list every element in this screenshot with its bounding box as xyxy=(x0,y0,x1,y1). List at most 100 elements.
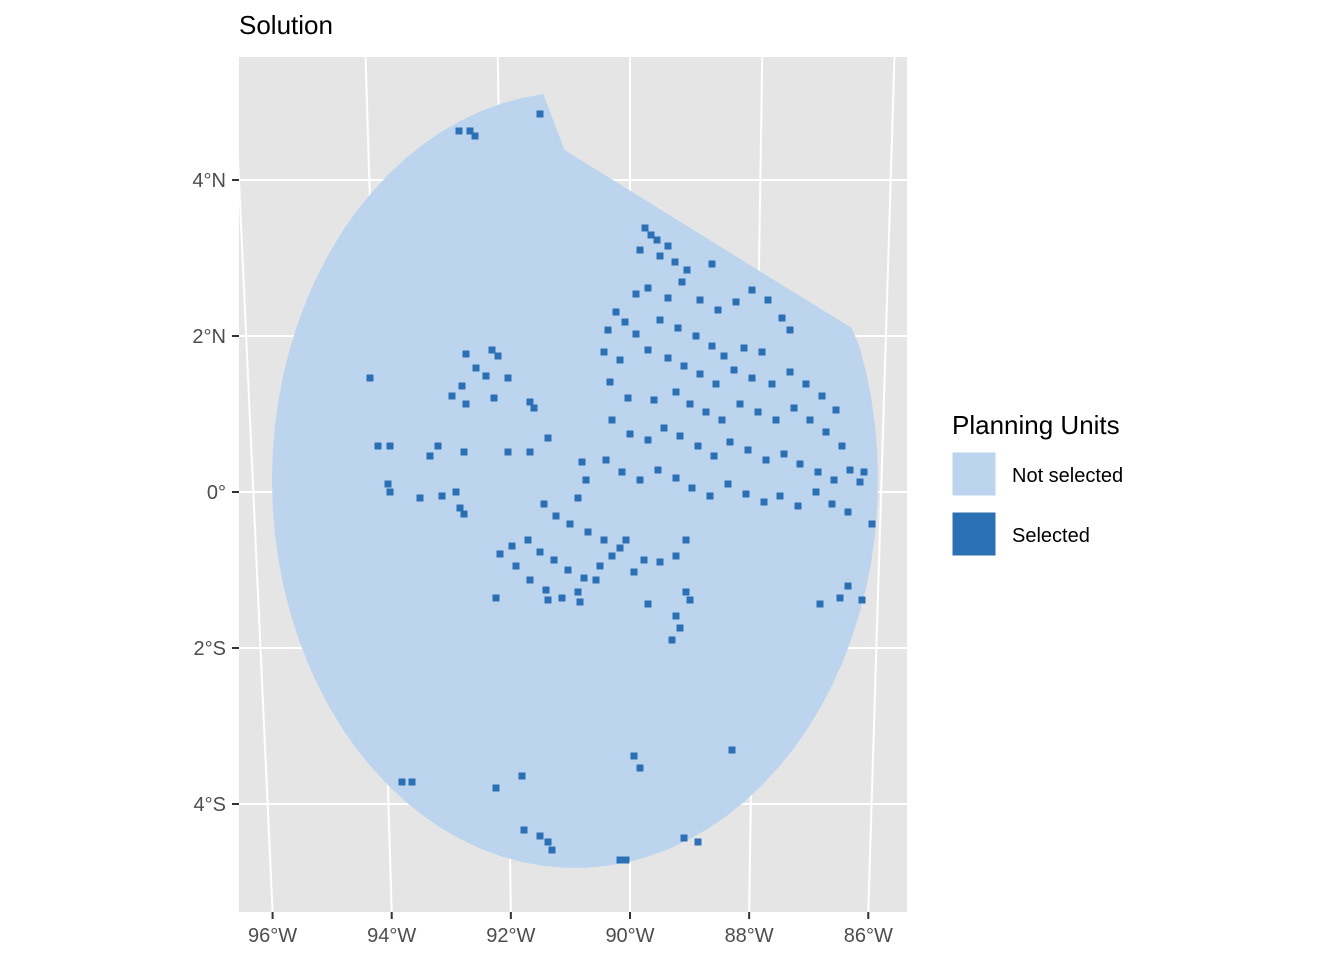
selected-unit xyxy=(462,350,470,358)
selected-unit xyxy=(764,296,772,304)
selected-unit xyxy=(462,400,470,408)
selected-unit xyxy=(860,468,868,476)
graticule-lon-line xyxy=(867,56,896,913)
selected-unit xyxy=(664,354,672,362)
selected-unit xyxy=(494,352,502,360)
selected-unit xyxy=(656,316,664,324)
selected-unit xyxy=(426,452,434,460)
selected-unit xyxy=(772,416,780,424)
selected-unit xyxy=(552,512,560,520)
selected-unit xyxy=(828,500,836,508)
selected-unit xyxy=(708,342,716,350)
selected-unit xyxy=(448,392,456,400)
selected-unit xyxy=(490,394,498,402)
selected-unit xyxy=(728,746,736,754)
selected-unit xyxy=(856,478,864,486)
selected-unit xyxy=(748,286,756,294)
selected-unit xyxy=(520,826,528,834)
selected-unit xyxy=(830,476,838,484)
selected-unit xyxy=(466,127,474,135)
selected-unit xyxy=(472,364,480,372)
selected-unit xyxy=(398,778,406,786)
selected-unit xyxy=(606,378,614,386)
selected-unit xyxy=(452,488,460,496)
selected-unit xyxy=(488,346,496,354)
selected-unit xyxy=(786,368,794,376)
selected-unit xyxy=(612,308,620,316)
selected-unit xyxy=(596,562,604,570)
selected-unit xyxy=(744,446,752,454)
selected-unit xyxy=(386,488,394,496)
selected-unit xyxy=(626,430,634,438)
selected-unit xyxy=(778,314,786,322)
selected-unit xyxy=(822,428,830,436)
selected-unit xyxy=(644,600,652,608)
selected-unit xyxy=(754,408,762,416)
selected-unit xyxy=(482,372,490,380)
selected-unit xyxy=(844,508,852,516)
selected-unit xyxy=(504,448,512,456)
selected-unit xyxy=(582,476,590,484)
selected-unit xyxy=(818,392,826,400)
selected-unit xyxy=(696,370,704,378)
selected-unit xyxy=(508,542,516,550)
selected-unit xyxy=(748,374,756,382)
x-axis: 96°W 94°W 92°W 90°W 88°W 86°W xyxy=(248,912,893,947)
selected-unit xyxy=(526,398,534,406)
y-tick-label: 4°N xyxy=(192,170,226,192)
planning-region xyxy=(272,94,878,868)
selected-unit xyxy=(622,536,630,544)
selected-unit xyxy=(458,382,466,390)
selected-unit xyxy=(584,528,592,536)
selected-unit xyxy=(544,596,552,604)
selected-unit xyxy=(844,582,852,590)
selected-unit xyxy=(434,442,442,450)
selected-unit xyxy=(762,456,770,464)
selected-unit xyxy=(816,600,824,608)
selected-unit xyxy=(540,500,548,508)
selected-unit xyxy=(706,492,714,500)
selected-unit xyxy=(574,494,582,502)
selected-unit xyxy=(676,624,684,632)
selected-unit xyxy=(550,556,558,564)
selected-unit xyxy=(672,612,680,620)
selected-unit xyxy=(576,598,584,606)
selected-unit xyxy=(692,332,700,340)
selected-unit xyxy=(455,127,463,135)
selected-unit xyxy=(674,324,682,332)
selected-unit xyxy=(460,448,468,456)
selected-unit xyxy=(694,838,702,846)
selected-unit xyxy=(518,772,526,780)
selected-unit xyxy=(524,536,532,544)
selected-unit xyxy=(408,778,416,786)
selected-unit xyxy=(656,558,664,566)
selected-unit xyxy=(696,296,704,304)
selected-unit xyxy=(802,380,810,388)
selected-unit xyxy=(794,502,802,510)
selected-unit xyxy=(683,266,691,274)
selected-unit xyxy=(846,466,854,474)
selected-unit xyxy=(386,442,394,450)
selected-unit xyxy=(630,752,638,760)
selected-unit xyxy=(536,548,544,556)
x-tick-label: 94°W xyxy=(367,925,416,947)
selected-unit xyxy=(718,416,726,424)
selected-unit xyxy=(542,586,550,594)
selected-unit xyxy=(806,416,814,424)
selected-unit xyxy=(558,594,566,602)
legend-label-selected: Selected xyxy=(1012,525,1090,547)
selected-unit xyxy=(416,494,424,502)
selected-unit xyxy=(526,576,534,584)
selected-unit xyxy=(668,636,676,644)
y-tick-label: 2°N xyxy=(192,326,226,348)
selected-unit xyxy=(790,404,798,412)
selected-unit xyxy=(536,110,544,118)
selected-unit xyxy=(600,536,608,544)
selected-unit xyxy=(672,388,680,396)
selected-unit xyxy=(492,594,500,602)
selected-unit xyxy=(686,596,694,604)
selected-unit xyxy=(672,474,680,482)
x-tick-label: 88°W xyxy=(725,925,774,947)
selected-planning-units xyxy=(366,110,876,864)
